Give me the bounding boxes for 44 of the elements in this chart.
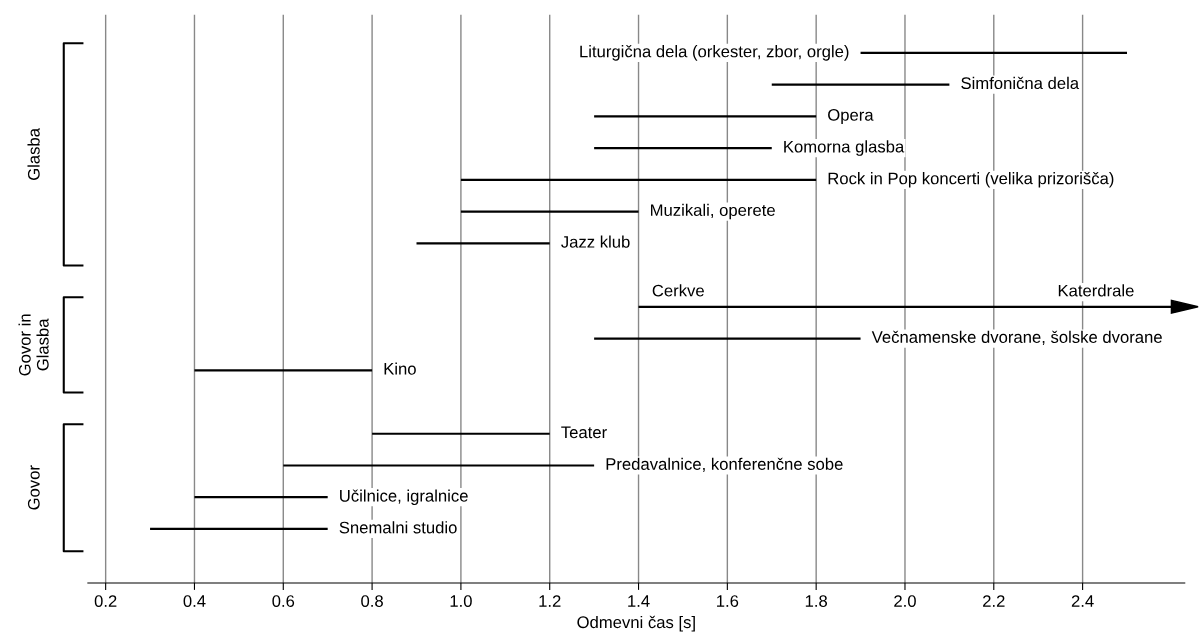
x-tick-label: 0.4 <box>183 595 206 607</box>
bar <box>594 146 772 150</box>
y-tick-label: Snemalni studio <box>339 521 457 534</box>
text: Glasba <box>27 128 40 180</box>
x-axis-title: Odmevni čas [s] <box>577 615 695 632</box>
bar <box>860 51 1128 54</box>
bar <box>194 496 328 499</box>
y-tick-label: Večnamenske dvorane, šolske dvorane <box>871 330 1162 345</box>
y-tick-label: Kino <box>384 362 416 375</box>
bar <box>416 242 550 245</box>
bar <box>150 527 328 531</box>
x-tick-label: 0.8 <box>361 595 383 607</box>
x-tick-label: 2.2 <box>983 595 1005 607</box>
x-tick-label: 1.6 <box>717 595 739 607</box>
y-tick-label: Komorna glasba <box>784 140 905 156</box>
y-tick-label: Učilnice, igralnice <box>340 489 468 506</box>
text: Govor in Glasba <box>18 314 49 376</box>
y-tick-label: Muzikali, operete <box>651 203 775 220</box>
y-tick-label: Jazz klub <box>561 235 630 248</box>
text: Govor <box>27 465 40 510</box>
bar <box>771 83 950 86</box>
y-tick-label: Rock in Pop koncerti (velika prizorišča) <box>828 172 1114 188</box>
bar <box>460 178 817 181</box>
y-tick-label: Teater <box>561 426 607 439</box>
y-tick-label: Liturgična dela (orkester, zbor, orgle) <box>580 45 849 61</box>
y-tick-label: Simfonična dela <box>961 76 1080 90</box>
bar <box>372 432 550 435</box>
bar <box>594 337 861 340</box>
bar <box>594 115 817 118</box>
x-tick-label: 2.0 <box>894 595 916 607</box>
bar <box>283 464 595 467</box>
x-tick-label: 0.6 <box>272 595 295 607</box>
x-tick-label: 1.2 <box>539 595 561 607</box>
x-tick-label: 0.2 <box>94 595 117 607</box>
y-tick-label: Cerkve <box>652 284 704 297</box>
x-tick-label: 1.8 <box>805 595 828 607</box>
x-tick-label: 1.4 <box>628 595 650 607</box>
x-tick-label: 1.0 <box>450 595 472 607</box>
y-tick-label: Predavalnice, konferenčne sobe <box>606 457 843 472</box>
annotation: Katerdrale <box>1058 284 1134 297</box>
bar <box>460 210 639 213</box>
bar <box>194 369 373 372</box>
y-tick-label: Opera <box>828 109 874 125</box>
x-tick-label: 2.4 <box>1071 595 1094 607</box>
